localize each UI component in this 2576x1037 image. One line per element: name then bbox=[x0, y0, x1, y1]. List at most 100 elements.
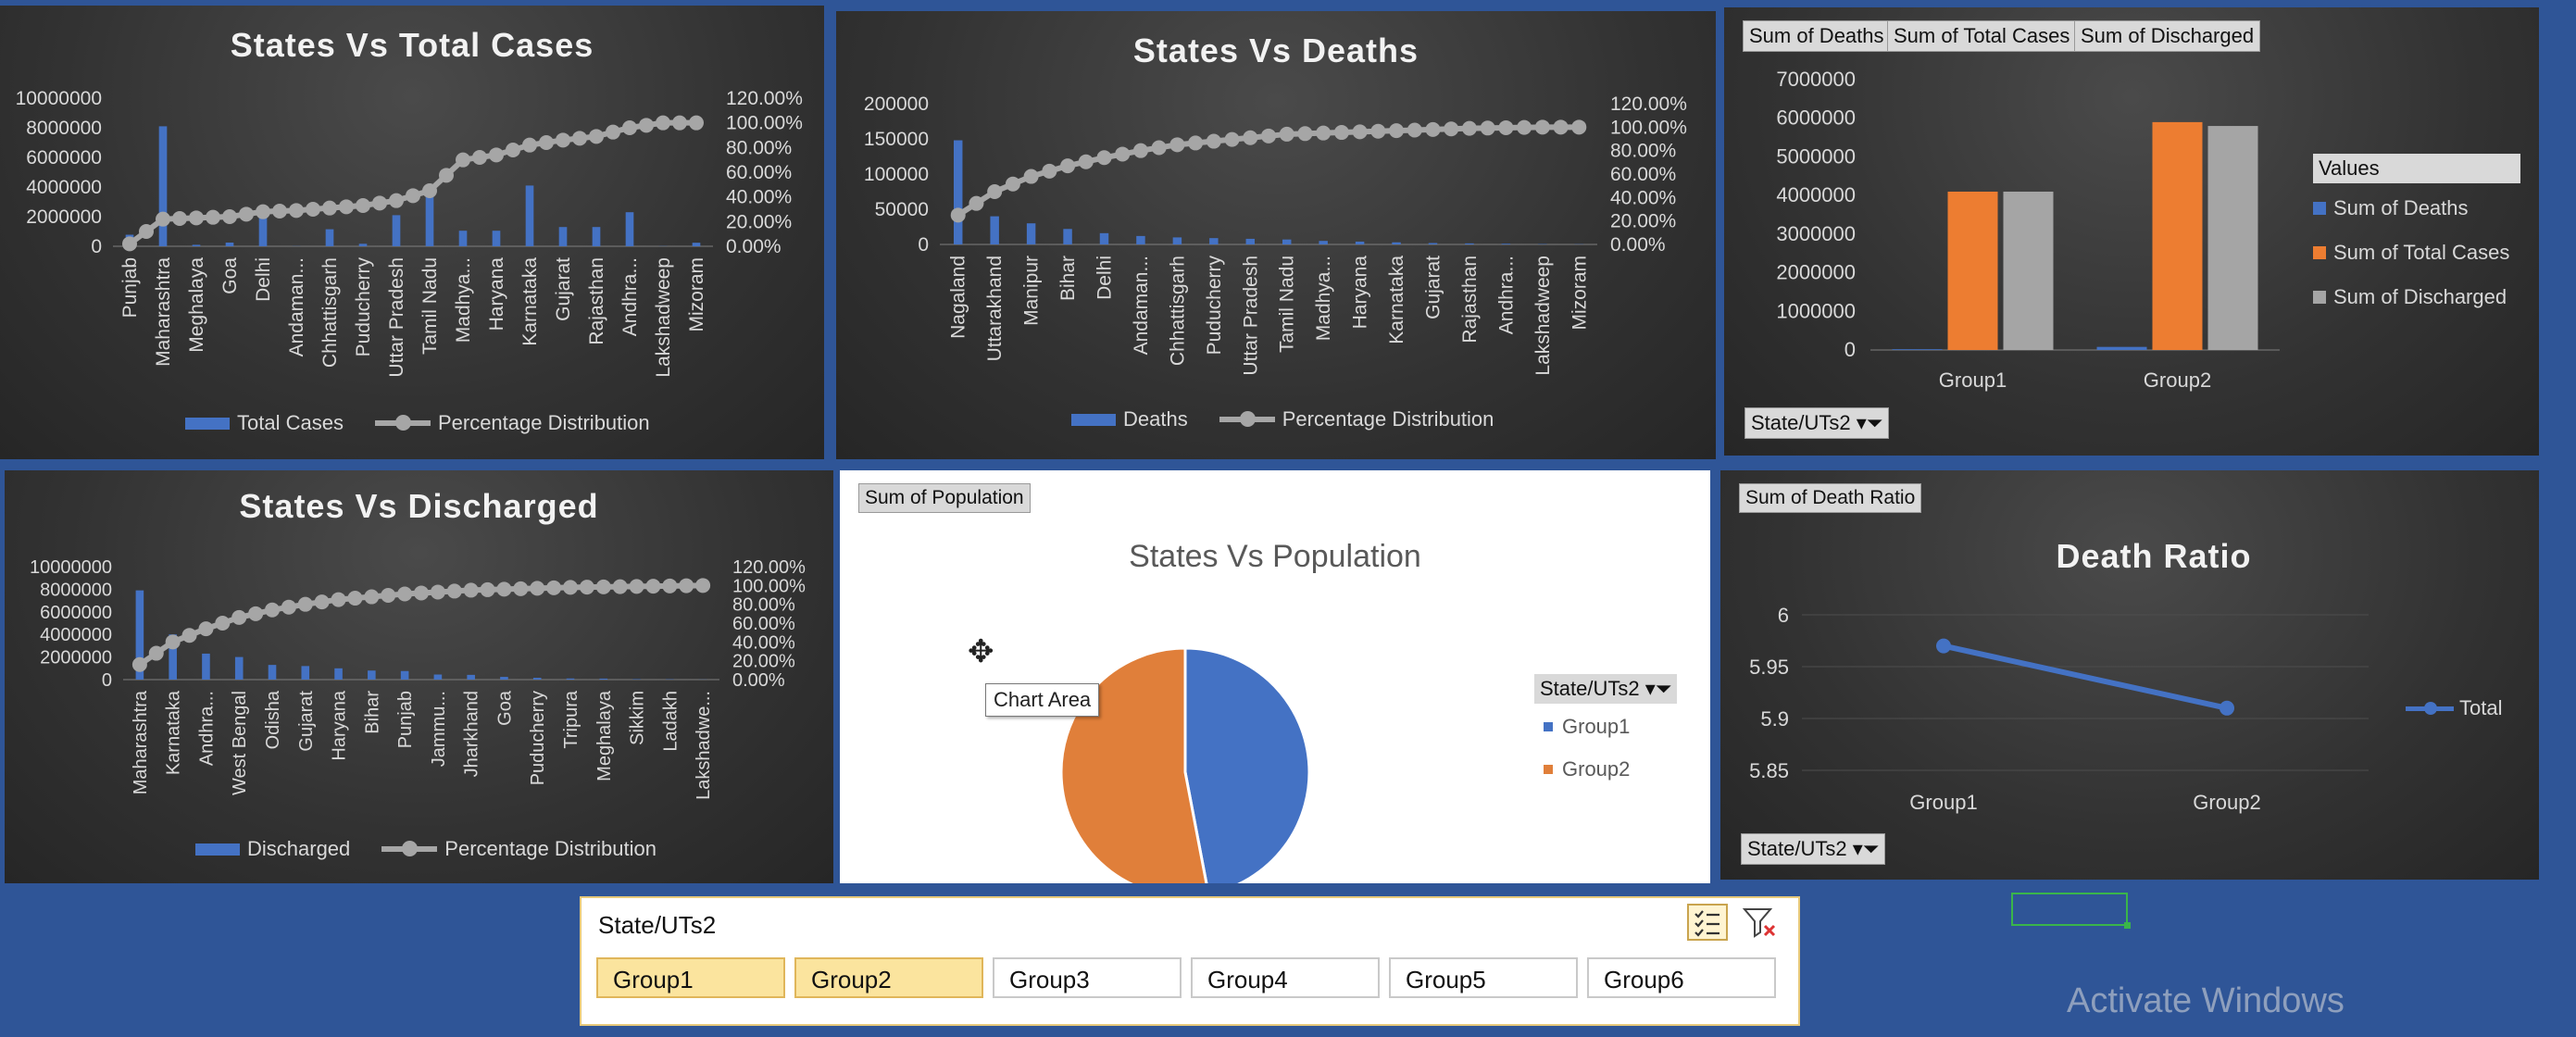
filter-button[interactable]: State/UTs2 ▾⏷ bbox=[1744, 407, 1890, 439]
y2-tick-label: 120.00% bbox=[1610, 94, 1687, 115]
line-point bbox=[331, 592, 346, 607]
line-point bbox=[265, 602, 280, 618]
line-chart[interactable]: 5.85 5.9 5.95 6 Group1 Group2 bbox=[1720, 470, 2539, 880]
y2-tick-label: 100.00% bbox=[726, 113, 803, 134]
combo-chart[interactable]: 02000000400000060000008000000100000000.0… bbox=[5, 470, 833, 883]
bar bbox=[1172, 237, 1182, 244]
line-point bbox=[1370, 123, 1386, 139]
x-tick-label: Delhi bbox=[1094, 256, 1116, 300]
line-swatch bbox=[1219, 411, 1275, 427]
line-point bbox=[1132, 143, 1148, 158]
chart-population[interactable]: Sum of Population States Vs Population ✥… bbox=[840, 470, 1710, 883]
move-cursor-icon: ✥ bbox=[968, 634, 994, 669]
bar bbox=[2096, 346, 2147, 350]
slicer-item-group4[interactable]: Group4 bbox=[1191, 957, 1380, 998]
y-tick-label: 10000000 bbox=[30, 557, 112, 578]
bar bbox=[566, 678, 575, 680]
line-point bbox=[165, 634, 181, 650]
bar bbox=[334, 668, 343, 680]
line-point bbox=[148, 645, 164, 661]
slicer-item-group2[interactable]: Group2 bbox=[794, 957, 983, 998]
chart-title: Death Ratio bbox=[2056, 537, 2252, 575]
chart-death-ratio[interactable]: Sum of Death Ratio Death Ratio 5.85 5.9 5.… bbox=[1720, 470, 2539, 880]
legend-item: Group1 bbox=[1534, 715, 1677, 739]
y-tick-label: 0 bbox=[1844, 338, 1856, 361]
bar bbox=[2152, 121, 2203, 350]
line-point bbox=[322, 200, 337, 216]
line-point bbox=[480, 581, 495, 597]
y-tick-label: 200000 bbox=[864, 94, 929, 115]
slicer-state-uts2[interactable]: State/UTs2 Group1 Group2 Group3 Group4 Group… bbox=[580, 896, 1800, 1026]
filter-button[interactable]: State/UTs2 ▾⏷ bbox=[1741, 833, 1886, 865]
fill-handle[interactable] bbox=[2124, 922, 2131, 929]
clear-filter-icon[interactable] bbox=[1739, 904, 1780, 941]
field-button-sum-deaths[interactable]: Sum of Deaths bbox=[1743, 20, 1891, 52]
slicer-item-group5[interactable]: Group5 bbox=[1389, 957, 1578, 998]
line-point bbox=[645, 579, 661, 594]
bar bbox=[135, 590, 144, 680]
line-point bbox=[414, 585, 429, 601]
x-tick-label: Madhya... bbox=[453, 257, 474, 343]
x-tick-label: Gujarat bbox=[1423, 256, 1444, 319]
line-point bbox=[189, 210, 204, 226]
field-button-sum-population[interactable]: Sum of Population bbox=[858, 483, 1031, 513]
selected-cell[interactable] bbox=[2011, 893, 2128, 926]
x-tick-label: Haryana bbox=[330, 690, 350, 760]
line-point bbox=[198, 621, 214, 637]
line-point bbox=[1151, 140, 1167, 156]
y2-tick-label: 0.00% bbox=[732, 670, 785, 691]
field-button-sum-total-cases[interactable]: Sum of Total Cases bbox=[1887, 20, 2077, 52]
chart-total-cases[interactable]: States Vs Total Cases 0 2000000 4000000 600… bbox=[0, 6, 824, 459]
line-point bbox=[1023, 169, 1039, 184]
slicer-item-group3[interactable]: Group3 bbox=[993, 957, 1182, 998]
y-tick-label: 8000000 bbox=[26, 118, 102, 139]
x-tick-label: Uttarakhand bbox=[984, 256, 1006, 361]
line-point bbox=[239, 206, 254, 222]
y2-tick-label: 80.00% bbox=[1610, 141, 1676, 162]
chart-group-sums[interactable]: Sum of Deaths Sum of Total Cases Sum of … bbox=[1724, 7, 2539, 456]
line-point bbox=[579, 580, 594, 595]
combo-chart[interactable]: 02000000400000060000008000000100000000.0… bbox=[0, 6, 824, 459]
x-tick-label: Puducherry bbox=[1204, 256, 1225, 356]
bar bbox=[234, 656, 244, 680]
line-point bbox=[406, 188, 420, 204]
line-point bbox=[297, 596, 313, 612]
line-point bbox=[589, 129, 604, 144]
line-point bbox=[1571, 119, 1587, 135]
line-point bbox=[622, 120, 637, 135]
x-tick-label: Mizoram bbox=[1569, 256, 1590, 331]
line-point bbox=[672, 115, 687, 131]
line-point bbox=[1042, 163, 1057, 179]
clustered-bar-chart[interactable]: 0 1000000 2000000 3000000 4000000 5000000 6000… bbox=[1724, 7, 2539, 456]
chart-deaths[interactable]: States Vs Deaths 0 50000 100000 150000 20000… bbox=[836, 11, 1716, 459]
y2-tick-label: 20.00% bbox=[1610, 211, 1676, 232]
slicer-item-group6[interactable]: Group6 bbox=[1587, 957, 1776, 998]
chart-title: States Vs Discharged bbox=[239, 487, 599, 525]
multi-select-icon[interactable] bbox=[1687, 904, 1728, 941]
bar bbox=[392, 215, 401, 246]
field-button-sum-discharged[interactable]: Sum of Discharged bbox=[2074, 20, 2261, 52]
field-button-sum-death-ratio[interactable]: Sum of Death Ratio bbox=[1739, 483, 1922, 513]
legend-filter-button[interactable]: State/UTs2 ▾⏷ bbox=[1534, 674, 1678, 704]
line-point bbox=[1407, 122, 1422, 138]
x-tick-label: Andhra... bbox=[196, 691, 217, 766]
y2-tick-label: 20.00% bbox=[726, 211, 792, 232]
bar bbox=[953, 140, 963, 244]
legend: Discharged Percentage Distribution bbox=[195, 837, 657, 861]
y-tick-label: 7000000 bbox=[1776, 68, 1856, 91]
line-point bbox=[1553, 119, 1569, 135]
y-tick-label: 10000000 bbox=[16, 88, 102, 109]
line-point bbox=[289, 203, 304, 219]
bar bbox=[467, 674, 475, 680]
y-tick-label: 4000000 bbox=[1776, 183, 1856, 206]
line-point bbox=[389, 193, 404, 208]
line-point bbox=[256, 204, 270, 219]
line-point bbox=[1936, 638, 1951, 654]
y2-tick-label: 100.00% bbox=[1610, 117, 1687, 138]
y-tick-label: 5.85 bbox=[1749, 759, 1789, 782]
slicer-item-group1[interactable]: Group1 bbox=[596, 957, 785, 998]
line-point bbox=[506, 143, 520, 157]
combo-chart[interactable]: 0 50000 100000 150000 200000 0.00%20.00% 40.00… bbox=[836, 11, 1716, 459]
chart-discharged[interactable]: States Vs Discharged 0 2000000 4000000 6000… bbox=[5, 470, 833, 883]
x-tick-label: Punjab bbox=[395, 691, 416, 748]
